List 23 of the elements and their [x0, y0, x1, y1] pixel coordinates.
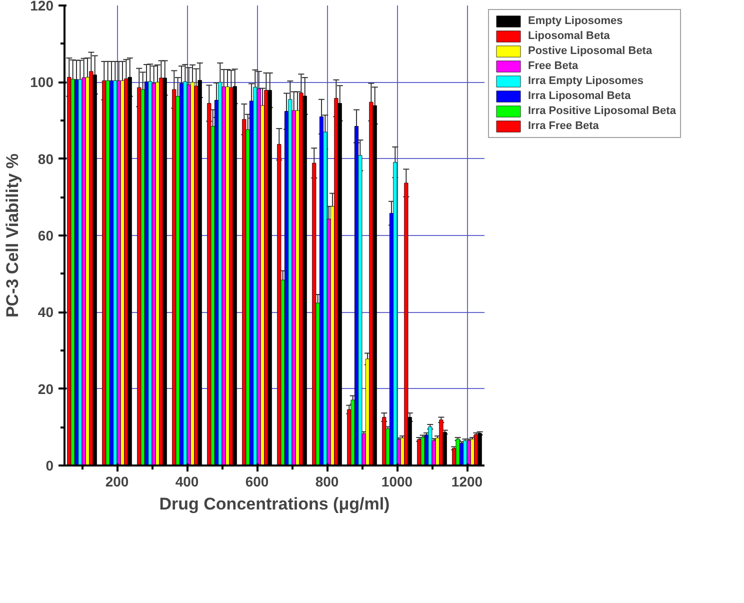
y-tick-label: 0	[46, 458, 54, 474]
legend-label: Irra Empty Liposomes	[528, 74, 644, 88]
y-tick-label: 120	[30, 0, 54, 14]
y-tick-label: 60	[38, 228, 54, 244]
legend-label: Irra Positive Liposomal Beta	[528, 104, 676, 118]
legend-label: Irra Free Beta	[528, 119, 599, 133]
y-tick-label: 80	[38, 150, 54, 167]
legend-label: Free Beta	[528, 59, 578, 73]
x-tick-label: 800	[315, 474, 339, 490]
y-tick-label: 40	[38, 304, 54, 320]
x-tick-label: 1000	[381, 474, 413, 490]
legend-label: Postive Liposomal Beta	[528, 44, 652, 58]
x-tick-label: 600	[245, 474, 269, 490]
x-tick-label: 200	[105, 474, 129, 490]
legend-label: Irra Liposomal Beta	[528, 89, 631, 103]
x-axis-title: Drug Concentrations (μg/ml)	[159, 494, 390, 514]
legend-label: Empty Liposomes	[528, 14, 623, 28]
legend-label: Liposomal Beta	[528, 29, 610, 43]
x-tick-label: 400	[175, 474, 199, 490]
y-tick-label: 100	[30, 74, 54, 90]
y-axis-title: PC-3 Cell Viability %	[3, 153, 22, 318]
x-tick-label: 1200	[451, 474, 483, 490]
y-tick-label: 20	[38, 380, 54, 397]
